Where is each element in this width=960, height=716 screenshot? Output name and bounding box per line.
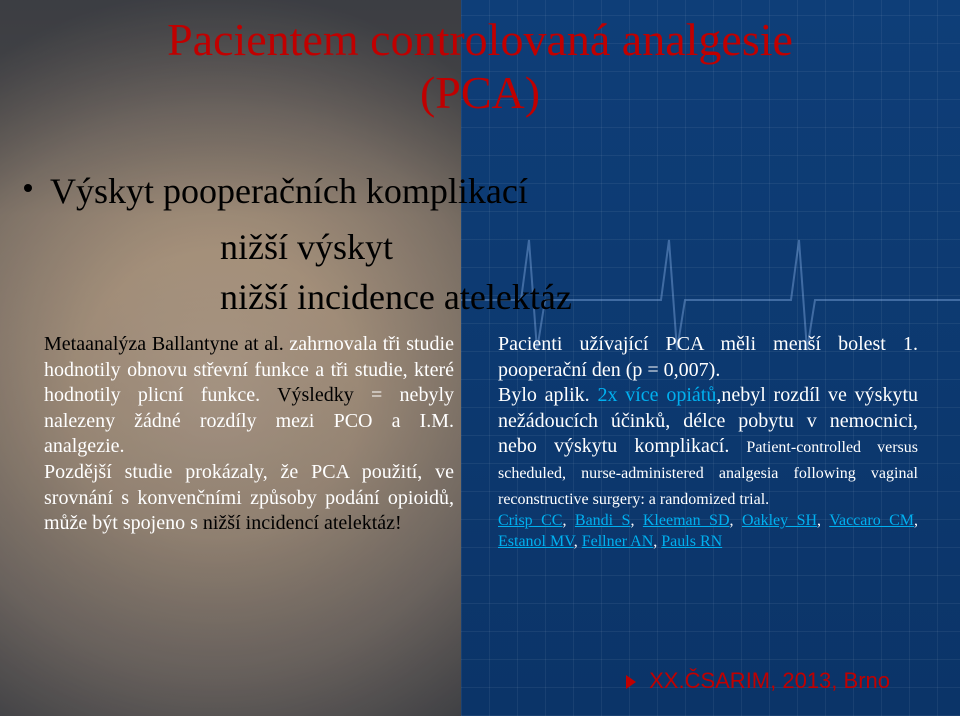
title-line-1: Pacientem controlovaná analgesie (167, 14, 793, 65)
citation-authors: Crisp CC, Bandi S, Kleeman SD, Oakley SH… (498, 511, 918, 552)
bullet-main: Výskyt pooperačních komplikací (50, 170, 528, 212)
rp2-white1: Bylo aplik. (498, 384, 597, 406)
slide-title: Pacientem controlovaná analgesie (PCA) (40, 14, 920, 120)
author-4[interactable]: Vaccaro CM (829, 512, 914, 529)
right-paragraph-1: Pacienti užívající PCA měli menší bolest… (498, 332, 918, 383)
author-6[interactable]: Fellner AN (582, 533, 654, 550)
author-2[interactable]: Kleeman SD (643, 512, 730, 529)
author-3[interactable]: Oakley SH (742, 512, 817, 529)
subline-1: nižší výskyt (220, 226, 393, 268)
chevron-right-icon (623, 673, 641, 691)
author-1[interactable]: Bandi S (575, 512, 631, 529)
left-column: Metaanalýza Ballantyne at al. zahrnovala… (44, 332, 454, 537)
lp1-black: Metaanalýza Ballantyne at al. (44, 333, 289, 355)
author-0[interactable]: Crisp CC (498, 512, 562, 529)
author-5[interactable]: Estanol MV (498, 533, 574, 550)
subline-2: nižší incidence atelektáz (220, 276, 572, 318)
footer: XX.ČSARIM, 2013, Brno (623, 668, 890, 694)
left-paragraph-2: Pozdější studie prokázaly, že PCA použit… (44, 460, 454, 537)
right-column: Pacienti užívající PCA měli menší bolest… (498, 332, 918, 552)
bullet-text: Výskyt pooperačních komplikací (50, 171, 528, 211)
footer-text: XX.ČSARIM, 2013, Brno (649, 668, 890, 693)
bullet-dot-icon (24, 184, 32, 192)
title-line-2: (PCA) (420, 67, 540, 118)
lp2-black: nižší incidencí atelektáz! (203, 512, 402, 534)
right-paragraph-2: Bylo aplik. 2x více opiátů,nebyl rozdíl … (498, 383, 918, 511)
lp1-black2: Výsledky (277, 384, 371, 406)
author-7[interactable]: Pauls RN (661, 533, 722, 550)
left-paragraph-1: Metaanalýza Ballantyne at al. zahrnovala… (44, 332, 454, 460)
rp2-blue: 2x více opiátů (597, 384, 716, 406)
slide: Pacientem controlovaná analgesie (PCA) V… (0, 0, 960, 716)
